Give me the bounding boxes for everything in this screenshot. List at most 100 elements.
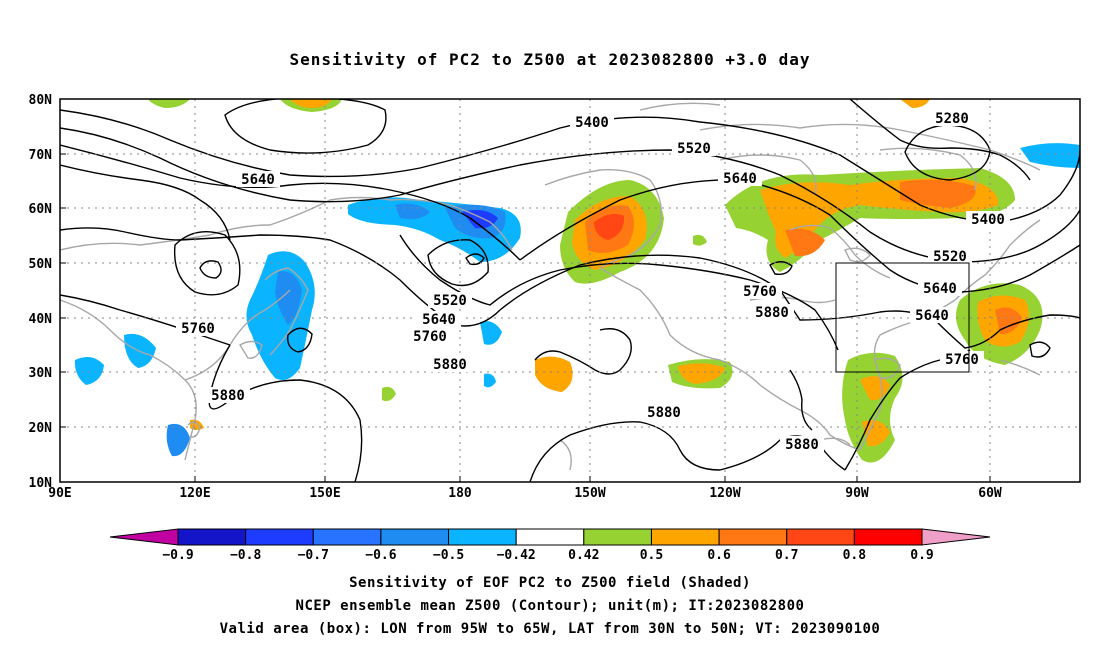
- lat-label: 40N: [29, 312, 53, 327]
- colorbar-segment: [109, 528, 179, 546]
- colorbar-segment: [515, 528, 585, 546]
- contour-label: 5760: [176, 320, 220, 337]
- svg-text:5520: 5520: [433, 293, 467, 309]
- colorbar-segment: [380, 528, 450, 546]
- pos-region: [290, 99, 332, 108]
- svg-text:5880: 5880: [433, 357, 467, 373]
- lat-label: 20N: [29, 421, 53, 436]
- pos-region: [382, 386, 396, 402]
- lat-label: 10N: [29, 476, 53, 491]
- contour-label: 5520: [428, 292, 472, 309]
- contour-5880-high: [1029, 341, 1051, 358]
- contour-5640: [519, 179, 1080, 293]
- svg-text:5640: 5640: [241, 172, 275, 188]
- contour-5520-low: [465, 253, 485, 266]
- colorbar-segment: [853, 528, 923, 546]
- lon-label: 150W: [574, 486, 605, 501]
- caption-line-3: Valid area (box): LON from 95W to 65W, L…: [219, 621, 881, 637]
- pos-region: [900, 99, 930, 108]
- colorbar-label: 0.5: [640, 548, 663, 563]
- lat-label: 50N: [29, 257, 53, 272]
- neg-region: [484, 373, 496, 388]
- pos-region: [995, 307, 1022, 335]
- neg-region: [480, 321, 502, 345]
- svg-text:5640: 5640: [723, 171, 757, 187]
- contour-label: 5760: [408, 328, 452, 345]
- svg-text:5760: 5760: [743, 284, 777, 300]
- colorbar-label: 0.9: [910, 548, 933, 563]
- contour-label: 5760: [940, 351, 984, 368]
- coastlines: [60, 102, 1041, 471]
- colorbar-segment: [650, 528, 720, 546]
- svg-text:5880: 5880: [755, 305, 789, 321]
- contour-5760: [60, 164, 231, 241]
- colorbar-segment: [718, 528, 788, 546]
- neg-region: [395, 203, 430, 220]
- pos-region: [693, 234, 707, 246]
- lon-label: 180: [448, 486, 472, 501]
- contour-5880: [60, 294, 231, 346]
- contour-label: 5880: [428, 356, 472, 373]
- valid-area-box: [835, 262, 970, 373]
- svg-text:5640: 5640: [923, 281, 957, 297]
- svg-text:5880: 5880: [785, 437, 819, 453]
- contour-label: 5880: [206, 387, 250, 404]
- contour-label: 5400: [570, 114, 614, 131]
- neg-region: [166, 423, 190, 457]
- colorbar-segment: [786, 528, 855, 546]
- contour-5880: [534, 328, 632, 375]
- map-title: Sensitivity of PC2 to Z500 at 2023082800…: [289, 50, 811, 69]
- contour-5760: [60, 227, 1080, 349]
- graticule: [60, 99, 1080, 482]
- pos-region: [594, 214, 625, 240]
- colorbar: −0.9 −0.8 −0.7 −0.6 −0.5 −0.42 0.42 0.5 0.6 0.7 0.…: [109, 528, 991, 563]
- neg-region: [462, 210, 498, 229]
- contour-5640-high: [173, 231, 241, 296]
- contour-label: 5640: [918, 280, 962, 297]
- svg-text:5760: 5760: [945, 352, 979, 368]
- caption-line-2: NCEP ensemble mean Z500 (Contour); unit(…: [295, 598, 805, 614]
- svg-text:5400: 5400: [575, 115, 609, 131]
- colorbar-segment: [583, 528, 652, 546]
- contour-label: 5520: [672, 140, 716, 157]
- colorbar-label: 0.7: [775, 548, 798, 563]
- neg-region: [1020, 143, 1080, 168]
- svg-text:5880: 5880: [211, 388, 245, 404]
- lat-label: 80N: [29, 93, 53, 108]
- colorbar-label: 0.8: [843, 548, 867, 563]
- contour-5880: [399, 234, 839, 351]
- contour-5760-high: [199, 260, 222, 279]
- lon-label: 90W: [845, 486, 869, 501]
- svg-text:5400: 5400: [971, 212, 1005, 228]
- contour-label: 5760: [738, 283, 782, 300]
- plot-frame: [59, 98, 1081, 483]
- colorbar-label: 0.42: [568, 548, 599, 563]
- contour-label: 5640: [236, 171, 280, 188]
- pos-region: [785, 228, 825, 257]
- lon-label: 120E: [179, 486, 210, 501]
- svg-text:5880: 5880: [647, 405, 681, 421]
- colorbar-label: −0.5: [433, 548, 464, 563]
- contour-label-layer: 5400 5280 5520 5640 5640 5400 5520 5640 …: [176, 110, 1010, 453]
- neg-region: [275, 271, 302, 325]
- lon-label: 60W: [978, 486, 1002, 501]
- lon-label: 90E: [48, 486, 71, 501]
- contour-label: 5520: [928, 248, 972, 265]
- colorbar-segment: [921, 528, 991, 546]
- contour-label: 5640: [910, 307, 954, 324]
- colorbar-label: −0.8: [230, 548, 261, 563]
- lon-label: 150E: [309, 486, 340, 501]
- contour-5760-high: [287, 327, 313, 353]
- svg-text:5760: 5760: [181, 321, 215, 337]
- svg-text:5520: 5520: [677, 141, 711, 157]
- pos-region: [535, 356, 573, 392]
- contour-label: 5880: [642, 404, 686, 421]
- svg-text:5280: 5280: [935, 111, 969, 127]
- lat-label: 70N: [29, 148, 53, 163]
- caption-line-1: Sensitivity of EOF PC2 to Z500 field (Sh…: [349, 575, 751, 591]
- colorbar-segment: [448, 528, 517, 546]
- contour-5640: [60, 144, 521, 261]
- contour-label: 5880: [750, 304, 794, 321]
- contour-5880-high: [769, 261, 793, 276]
- lon-label: 120W: [709, 486, 740, 501]
